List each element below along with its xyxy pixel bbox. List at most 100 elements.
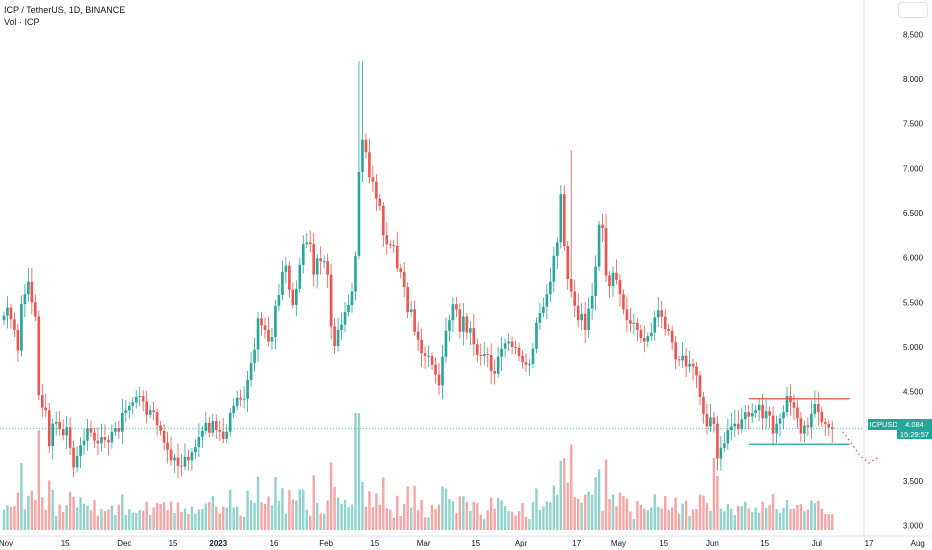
candle-body xyxy=(214,421,218,430)
candle-body xyxy=(235,397,239,406)
candle-body xyxy=(155,412,159,426)
candle-body xyxy=(107,439,110,443)
volume-bar xyxy=(93,500,96,530)
volume-bar xyxy=(597,469,601,530)
candle-body xyxy=(441,356,444,386)
y-tick-label: 7.500 xyxy=(903,120,924,129)
volume-bar xyxy=(382,477,385,530)
volume-bar xyxy=(455,512,458,530)
toolbar-toggle-button[interactable] xyxy=(898,2,928,18)
volume-bar xyxy=(82,503,86,530)
candle-body xyxy=(653,317,657,333)
volume-bar xyxy=(16,492,20,530)
volume-bar xyxy=(490,497,493,530)
candle-body xyxy=(409,309,413,313)
candle-body xyxy=(204,422,208,431)
volume-bar xyxy=(716,475,719,530)
volume-bar xyxy=(625,498,629,530)
candle-body xyxy=(740,419,744,430)
candle-body xyxy=(465,316,469,333)
volume-bar xyxy=(110,505,114,530)
volume-bar xyxy=(719,508,723,530)
candle-body xyxy=(782,412,785,419)
volume-bar xyxy=(23,509,27,530)
candle-body xyxy=(730,426,733,430)
volume-bar xyxy=(312,475,315,530)
candle-body xyxy=(820,412,824,422)
volume-bar xyxy=(336,497,340,530)
candle-body xyxy=(267,329,270,342)
candle-body xyxy=(416,331,420,340)
volume-bar xyxy=(785,500,789,530)
volume-bar xyxy=(590,494,594,530)
volume-bar xyxy=(622,496,625,530)
volume-bar xyxy=(698,494,702,530)
candle-body xyxy=(716,423,719,459)
volume-bar xyxy=(270,505,274,530)
volume-bar xyxy=(479,514,482,530)
volume-bar xyxy=(768,504,771,530)
x-tick-label: Aug xyxy=(911,539,925,548)
volume-bar xyxy=(180,511,183,530)
volume-bar xyxy=(166,510,169,530)
volume-bar xyxy=(6,505,9,530)
candle-body xyxy=(448,320,451,331)
candle-body xyxy=(580,313,583,321)
volume-bar xyxy=(615,506,618,530)
volume-bar xyxy=(340,504,343,530)
candle-body xyxy=(385,235,389,245)
volume-bar xyxy=(201,508,204,530)
volume-bar xyxy=(545,501,549,530)
volume-bar xyxy=(79,497,82,530)
candle-body xyxy=(388,244,392,246)
candle-body xyxy=(444,330,448,357)
y-tick-label: 3.000 xyxy=(903,522,924,531)
candle-body xyxy=(743,412,747,420)
candle-body xyxy=(757,404,761,411)
volume-bar xyxy=(305,509,308,530)
candle-body xyxy=(632,322,636,324)
volume-bar xyxy=(831,514,834,530)
volume-bar xyxy=(131,512,134,530)
volume-bar xyxy=(813,503,817,530)
volume-bar xyxy=(611,494,615,530)
volume-bar xyxy=(34,499,37,530)
volume-bar xyxy=(176,502,180,530)
volume-bar xyxy=(204,503,208,530)
volume-bar xyxy=(632,519,636,530)
candle-body xyxy=(350,291,354,305)
candle-body xyxy=(469,328,472,333)
candle-body xyxy=(187,456,190,461)
volume-bar xyxy=(107,509,110,530)
candle-body xyxy=(723,443,726,448)
volume-bar xyxy=(483,518,486,530)
candle-body xyxy=(239,397,242,400)
candle-body xyxy=(208,422,211,433)
candle-body xyxy=(201,430,204,438)
candle-body xyxy=(298,264,302,289)
candle-body xyxy=(131,402,135,406)
candle-body xyxy=(608,275,611,287)
x-tick-label: 15 xyxy=(659,539,668,548)
volume-bar xyxy=(827,514,830,530)
candle-body xyxy=(51,423,55,447)
candle-body xyxy=(256,318,260,350)
x-tick-label: Feb xyxy=(319,539,333,548)
volume-bar xyxy=(514,515,517,530)
candle-body xyxy=(636,322,639,330)
volume-bar xyxy=(820,508,823,530)
volume-bar xyxy=(639,505,643,530)
volume-bar xyxy=(72,496,75,530)
candle-body xyxy=(225,431,229,439)
candle-body xyxy=(176,457,180,466)
candle-body xyxy=(260,318,263,326)
candle-body xyxy=(663,316,667,330)
candle-body xyxy=(326,261,329,275)
candle-body xyxy=(54,421,58,424)
volume-bar xyxy=(403,503,406,530)
x-tick-label: Jul xyxy=(812,539,822,548)
candle-body xyxy=(559,194,563,243)
candle-body xyxy=(183,456,187,467)
